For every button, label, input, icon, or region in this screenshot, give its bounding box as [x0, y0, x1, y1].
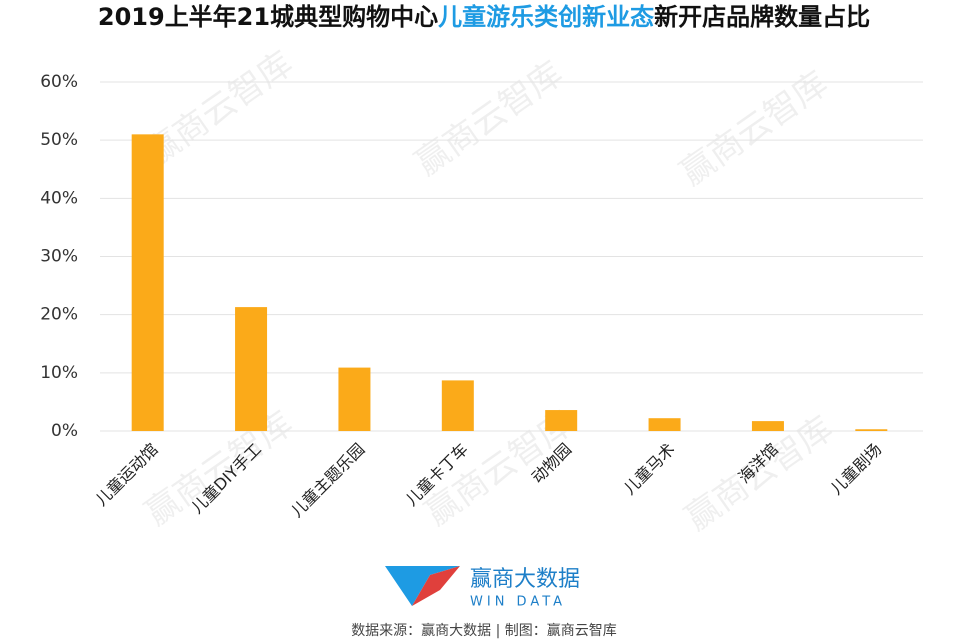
chart-title: 2019上半年21城典型购物中心儿童游乐类创新业态新开店品牌数量占比 — [98, 3, 870, 31]
bar — [545, 410, 578, 431]
y-tick-label: 30% — [40, 247, 78, 267]
logo-mark — [412, 566, 460, 606]
logo-mark — [385, 566, 460, 606]
title-part: 儿童游乐类创新业态 — [438, 3, 654, 31]
logo-text: 赢商大数据 — [470, 567, 580, 592]
x-tick-label: 儿童主题乐园 — [287, 440, 368, 521]
bar — [235, 307, 268, 431]
y-tick-label: 20% — [40, 305, 78, 325]
bar — [131, 134, 164, 431]
y-tick-label: 60% — [40, 72, 78, 92]
logo-subtext: WIN DATA — [470, 595, 566, 610]
title-part: 2019上半年21城典型购物中心 — [98, 3, 438, 31]
bar — [338, 367, 371, 431]
y-tick-label: 0% — [51, 421, 78, 441]
y-tick-label: 10% — [40, 363, 78, 383]
title-part: 新开店品牌数量占比 — [654, 3, 870, 31]
bar — [855, 429, 888, 431]
y-tick-label: 50% — [40, 130, 78, 150]
source-note: 数据来源：赢商大数据 | 制图：赢商云智库 — [351, 622, 617, 639]
watermark: 赢商云智库 — [673, 64, 835, 194]
logo — [385, 566, 460, 606]
y-tick-label: 40% — [40, 188, 78, 208]
x-tick-label: 儿童马术 — [620, 440, 679, 499]
bar — [751, 421, 784, 431]
bar — [648, 418, 681, 431]
x-tick-label: 儿童剧场 — [827, 440, 886, 499]
bar — [441, 380, 474, 431]
watermark: 赢商云智库 — [408, 54, 570, 184]
